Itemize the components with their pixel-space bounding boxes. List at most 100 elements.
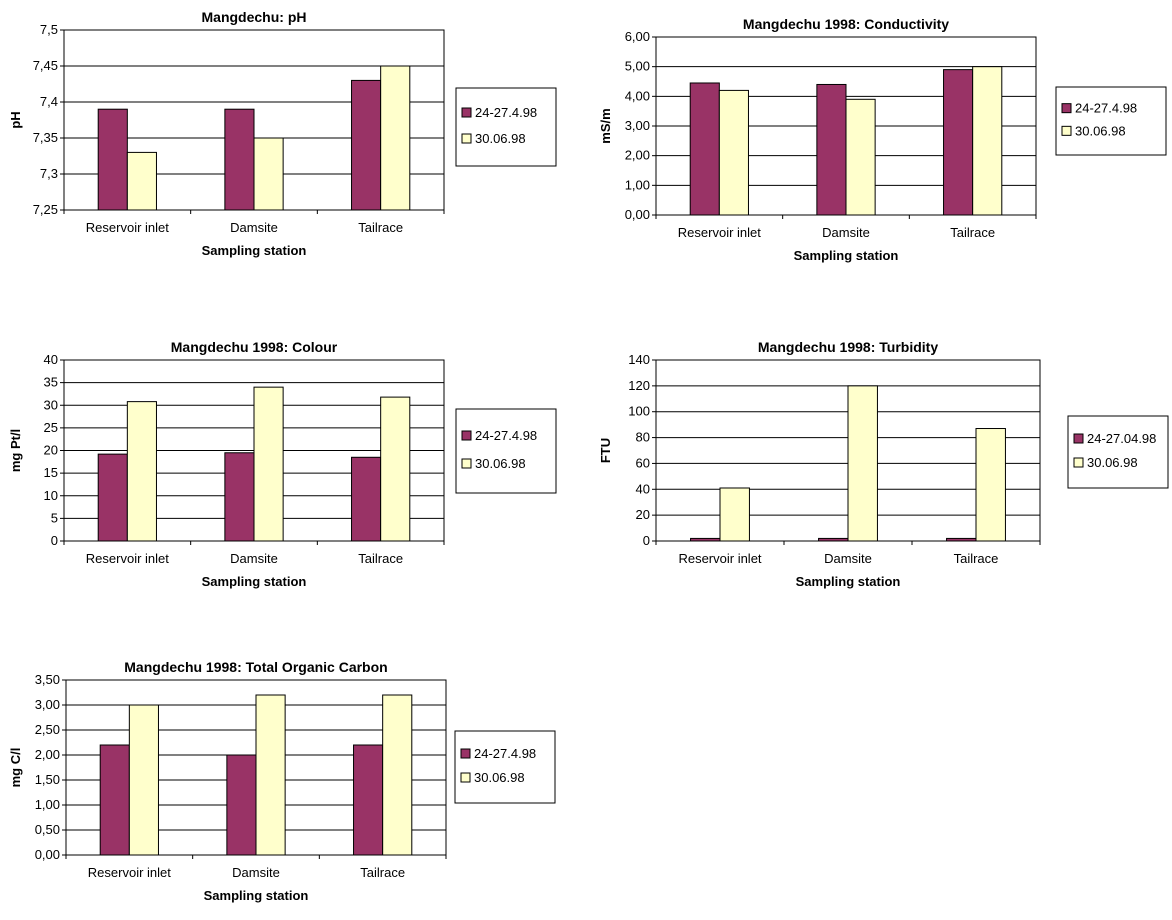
chart-ph-svg: Mangdechu: pH 7,25 7,3 7,35 7,4 7,45 7,5 Reserv… xyxy=(8,9,557,258)
y-tick-label: 100 xyxy=(628,404,650,419)
legend-swatch xyxy=(1073,433,1084,444)
y-tick-label: 7,4 xyxy=(40,94,58,109)
y-tick-label: 5,00 xyxy=(625,59,650,74)
y-tick-label: 0 xyxy=(643,533,650,548)
bar xyxy=(353,744,384,856)
y-tick-label: 20 xyxy=(44,443,58,458)
x-tick-label: Damsite xyxy=(824,551,872,566)
x-tick-label: Damsite xyxy=(822,225,870,240)
chart-toc-svg: Mangdechu 1998: Total Organic Carbon 0,00… xyxy=(8,659,556,903)
y-tick-label: 120 xyxy=(628,378,650,393)
legend xyxy=(1055,86,1167,156)
x-axis-label: Sampling station xyxy=(796,574,901,589)
y-tick-label: 25 xyxy=(44,420,58,435)
legend-label: 24-27.4.98 xyxy=(475,105,537,120)
legend xyxy=(455,87,557,167)
bar xyxy=(975,428,1006,542)
bar xyxy=(847,385,878,542)
bar xyxy=(226,754,257,856)
y-tick-label: 7,25 xyxy=(33,202,58,217)
y-tick-label: 2,50 xyxy=(35,722,60,737)
y-tick-label: 0,00 xyxy=(625,207,650,222)
legend-label: 30.06.98 xyxy=(475,131,526,146)
bar xyxy=(99,744,130,856)
y-tick-label: 2,00 xyxy=(35,747,60,762)
bar xyxy=(380,65,411,211)
bar xyxy=(689,82,720,216)
legend-swatch xyxy=(461,133,472,144)
y-tick-label: 1,00 xyxy=(35,797,60,812)
bar xyxy=(943,69,974,216)
bar xyxy=(946,537,977,542)
chart-turbidity: Mangdechu 1998: Turbidity 0 20 40 60 80 100 120… xyxy=(590,330,1170,610)
legend-label: 30.06.98 xyxy=(475,456,526,471)
y-tick-label: 1,50 xyxy=(35,772,60,787)
x-tick-label: Tailrace xyxy=(954,551,999,566)
bar xyxy=(97,453,128,542)
y-tick-label: 140 xyxy=(628,352,650,367)
chart-conductivity-svg: Mangdechu 1998: Conductivity 0,00 1,00 2,00… xyxy=(598,16,1167,263)
bar xyxy=(718,89,749,216)
y-tick-label: 15 xyxy=(44,465,58,480)
legend-swatch xyxy=(1061,103,1072,114)
y-tick-label: 80 xyxy=(636,430,650,445)
legend xyxy=(454,730,556,804)
y-tick-label: 30 xyxy=(44,397,58,412)
x-axis-label: Sampling station xyxy=(794,248,899,263)
chart-title: Mangdechu 1998: Colour xyxy=(171,339,338,355)
x-tick-label: Reservoir inlet xyxy=(86,220,169,235)
bar xyxy=(818,537,849,542)
y-tick-label: 3,00 xyxy=(35,697,60,712)
legend-label: 24-27.4.98 xyxy=(474,746,536,761)
y-axis-label: FTU xyxy=(598,438,613,463)
chart-title: Mangdechu 1998: Conductivity xyxy=(743,16,949,32)
y-tick-label: 40 xyxy=(636,481,650,496)
legend-label: 24-27.04.98 xyxy=(1087,431,1156,446)
y-tick-label: 10 xyxy=(44,488,58,503)
x-tick-label: Reservoir inlet xyxy=(678,225,761,240)
bar xyxy=(126,151,157,211)
y-tick-label: 5 xyxy=(51,510,58,525)
bar xyxy=(126,401,157,542)
legend-label: 30.06.98 xyxy=(1087,455,1138,470)
y-tick-label: 0,00 xyxy=(35,847,60,862)
legend-label: 24-27.4.98 xyxy=(1075,101,1137,116)
bar xyxy=(690,537,721,542)
x-axis-label: Sampling station xyxy=(202,243,307,258)
legend-swatch xyxy=(460,772,471,783)
y-tick-label: 4,00 xyxy=(625,88,650,103)
bar xyxy=(816,83,847,216)
chart-title: Mangdechu 1998: Total Organic Carbon xyxy=(124,659,387,675)
x-tick-label: Damsite xyxy=(230,551,278,566)
x-tick-label: Tailrace xyxy=(360,865,405,880)
y-axis-label: pH xyxy=(8,111,23,128)
y-tick-label: 7,35 xyxy=(33,130,58,145)
legend-label: 30.06.98 xyxy=(1075,123,1126,138)
x-tick-label: Damsite xyxy=(232,865,280,880)
y-axis-label: mS/m xyxy=(598,108,613,143)
y-tick-label: 7,45 xyxy=(33,58,58,73)
y-tick-label: 2,00 xyxy=(625,148,650,163)
chart-turbidity-svg: Mangdechu 1998: Turbidity 0 20 40 60 80 100 120… xyxy=(598,339,1169,589)
x-axis-label: Sampling station xyxy=(202,574,307,589)
bar xyxy=(253,386,284,542)
chart-ph: Mangdechu: pH 7,25 7,3 7,35 7,4 7,45 7,5 Reserv… xyxy=(0,0,560,280)
bar xyxy=(972,66,1003,216)
bar xyxy=(255,694,286,856)
bar xyxy=(382,694,413,856)
chart-colour: Mangdechu 1998: Colour 0 5 10 15 20 25 30 35 40 Re… xyxy=(0,330,560,610)
y-tick-label: 35 xyxy=(44,375,58,390)
y-tick-label: 7,5 xyxy=(40,22,58,37)
legend-swatch xyxy=(1061,125,1072,136)
y-tick-label: 1,00 xyxy=(625,177,650,192)
y-tick-label: 3,50 xyxy=(35,672,60,687)
x-tick-label: Tailrace xyxy=(358,220,403,235)
bar xyxy=(380,396,411,542)
bar xyxy=(845,98,876,216)
x-axis-label: Sampling station xyxy=(204,888,309,903)
bar xyxy=(253,137,284,211)
y-tick-label: 0,50 xyxy=(35,822,60,837)
legend-label: 24-27.4.98 xyxy=(475,428,537,443)
x-tick-label: Reservoir inlet xyxy=(86,551,169,566)
bar xyxy=(224,452,255,542)
